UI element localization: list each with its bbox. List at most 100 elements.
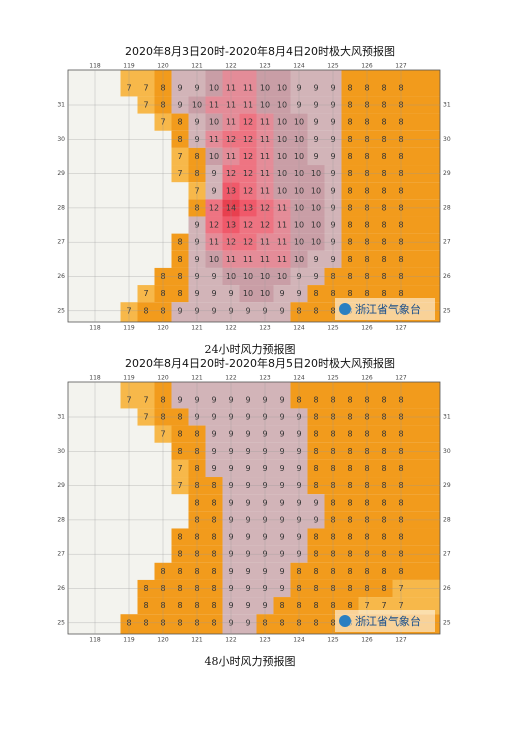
wind-value: 7 xyxy=(381,601,386,610)
wind-cell xyxy=(392,182,440,200)
wind-cell xyxy=(341,459,359,478)
wind-value: 8 xyxy=(347,395,352,404)
wind-value: 8 xyxy=(177,533,182,542)
lat-label-left: 29 xyxy=(57,482,65,489)
wind-cell xyxy=(375,182,393,200)
wind-value: 8 xyxy=(381,221,386,230)
wind-cell xyxy=(392,597,440,615)
wind-cell xyxy=(307,147,325,166)
wind-value: 11 xyxy=(243,83,253,92)
lon-label-top: 121 xyxy=(191,375,203,382)
wind-value: 11 xyxy=(277,255,287,264)
lon-label-top: 122 xyxy=(225,63,237,70)
lon-label-bottom: 122 xyxy=(225,325,237,332)
lon-label-top: 126 xyxy=(361,63,373,70)
lat-label-right: 31 xyxy=(443,102,451,109)
wind-cell xyxy=(137,382,155,409)
wind-cell xyxy=(392,382,440,409)
wind-cell xyxy=(341,147,359,166)
wind-cell xyxy=(375,382,393,409)
wind-cell xyxy=(307,113,325,131)
wind-value: 10 xyxy=(311,186,321,195)
wind-cell xyxy=(137,302,155,322)
lon-label-bottom: 127 xyxy=(395,637,407,644)
lon-label-top: 121 xyxy=(191,63,203,70)
lat-label-left: 27 xyxy=(57,239,65,246)
wind-value: 7 xyxy=(177,152,182,161)
wind-value: 9 xyxy=(211,430,216,439)
wind-cell xyxy=(205,70,223,97)
wind-value: 8 xyxy=(347,118,352,127)
wind-cell xyxy=(375,70,393,97)
wind-value: 10 xyxy=(277,186,287,195)
wind-value: 9 xyxy=(245,464,250,473)
lon-label-bottom: 126 xyxy=(361,637,373,644)
wind-cell xyxy=(171,285,189,303)
wind-value: 8 xyxy=(381,430,386,439)
wind-value: 12 xyxy=(243,152,253,161)
wind-value: 8 xyxy=(313,395,318,404)
wind-cell xyxy=(239,250,257,268)
wind-cell xyxy=(273,302,291,322)
wind-value: 8 xyxy=(313,601,318,610)
wind-value: 9 xyxy=(313,498,318,507)
wind-cell xyxy=(171,302,189,322)
wind-value: 8 xyxy=(381,289,386,298)
wind-value: 9 xyxy=(313,83,318,92)
lat-label-right: 26 xyxy=(443,273,451,280)
wind-cell xyxy=(392,285,440,303)
wind-value: 8 xyxy=(177,601,182,610)
wind-value: 9 xyxy=(245,498,250,507)
wind-cell xyxy=(205,250,223,268)
lon-label-bottom: 125 xyxy=(327,637,339,644)
wind-value: 11 xyxy=(243,255,253,264)
wind-cell xyxy=(171,597,189,615)
wind-value: 8 xyxy=(347,186,352,195)
map-title: 2020年8月3日20时-2020年8月4日20时极大风预报图 xyxy=(125,44,395,58)
wind-cell xyxy=(239,614,257,634)
wind-value: 8 xyxy=(313,289,318,298)
lat-label-right: 29 xyxy=(443,170,451,177)
wind-cell xyxy=(307,285,325,303)
wind-value: 7 xyxy=(143,395,148,404)
wind-cell xyxy=(341,182,359,200)
lon-label-top: 120 xyxy=(157,63,169,70)
wind-cell xyxy=(171,459,189,478)
wind-cell xyxy=(239,459,257,478)
wind-value: 10 xyxy=(311,221,321,230)
figure-caption: 24小时风力预报图 xyxy=(205,342,296,356)
lat-label-left: 27 xyxy=(57,551,65,558)
wind-cell xyxy=(375,285,393,303)
wind-cell xyxy=(205,597,223,615)
lon-label-top: 127 xyxy=(395,63,407,70)
logo-icon xyxy=(339,303,351,315)
wind-cell xyxy=(273,562,291,580)
wind-value: 9 xyxy=(211,395,216,404)
wind-cell xyxy=(375,216,393,234)
wind-value: 9 xyxy=(279,430,284,439)
wind-cell xyxy=(392,528,440,546)
logo-text: 浙江省气象台 xyxy=(355,614,421,628)
wind-cell xyxy=(273,250,291,268)
wind-cell xyxy=(392,425,440,443)
wind-cell xyxy=(273,147,291,166)
wind-value: 8 xyxy=(177,289,182,298)
wind-cell xyxy=(171,614,189,634)
wind-value: 8 xyxy=(177,430,182,439)
figure-caption: 48小时风力预报图 xyxy=(205,654,296,668)
wind-value: 9 xyxy=(177,395,182,404)
wind-value: 8 xyxy=(381,498,386,507)
wind-cell xyxy=(273,528,291,546)
wind-cell xyxy=(392,459,440,478)
wind-cell xyxy=(273,382,291,409)
wind-cell xyxy=(307,597,325,615)
wind-cell xyxy=(205,216,223,234)
wind-value: 9 xyxy=(245,533,250,542)
wind-cell xyxy=(239,425,257,443)
logo-text: 浙江省气象台 xyxy=(355,302,421,316)
wind-value: 9 xyxy=(313,255,318,264)
lon-label-bottom: 124 xyxy=(293,637,305,644)
wind-cell xyxy=(392,494,440,512)
lat-label-left: 31 xyxy=(57,102,65,109)
